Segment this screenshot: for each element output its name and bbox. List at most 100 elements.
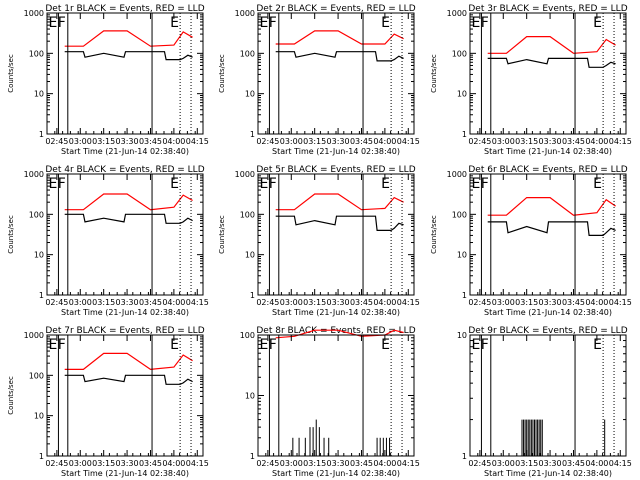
- y-tick-label: 10: [34, 412, 44, 421]
- x-tick-label: 04:15: [186, 459, 209, 468]
- x-tick-label: 03:45: [139, 137, 162, 146]
- lld-rate-line: [275, 193, 404, 211]
- y-tick-label: 1: [39, 130, 44, 139]
- y-tick-label: 1000: [447, 9, 467, 18]
- marker-label: E: [593, 337, 602, 353]
- x-axis-label: Start Time (21-Jun-14 02:38:40): [61, 308, 189, 317]
- y-axis-label: Counts/sec: [430, 215, 438, 254]
- x-tick-label: 03:00: [280, 137, 303, 146]
- marker-label: E: [48, 15, 57, 31]
- y-tick-label: 1000: [24, 331, 44, 340]
- x-tick-label: 02:45: [256, 459, 279, 468]
- marker-label: E: [48, 176, 57, 192]
- y-axis-label: Counts/sec: [7, 54, 15, 93]
- y-tick-label: 100: [29, 371, 44, 380]
- x-tick-label: 03:15: [515, 137, 538, 146]
- x-tick-label: 03:30: [327, 298, 350, 307]
- y-tick-label: 1000: [447, 170, 467, 179]
- lld-rate-line: [487, 197, 616, 216]
- marker-label: E: [170, 15, 179, 31]
- y-tick-label: 10: [245, 392, 255, 401]
- plot-title: Det 4r BLACK = Events, RED = LLD: [45, 165, 204, 175]
- marker-label: E: [471, 176, 480, 192]
- lld-rate-line: [64, 193, 193, 211]
- y-tick-label: 1: [250, 452, 255, 461]
- x-tick-label: 04:15: [609, 459, 632, 468]
- x-tick-label: 04:00: [585, 459, 608, 468]
- x-tick-label: 04:00: [162, 137, 185, 146]
- lld-rate-line: [275, 30, 404, 45]
- x-tick-label: 03:15: [303, 137, 326, 146]
- x-tick-label: 03:45: [350, 459, 373, 468]
- x-tick-label: 02:45: [45, 459, 68, 468]
- lld-rate-line: [487, 35, 616, 54]
- x-tick-label: 04:00: [585, 137, 608, 146]
- plot-frame: [469, 12, 627, 135]
- plot-title: Det 5r BLACK = Events, RED = LLD: [256, 165, 415, 175]
- y-tick-label: 1: [462, 291, 467, 300]
- marker-label: E: [381, 176, 390, 192]
- plot-title: Det 9r BLACK = Events, RED = LLD: [468, 326, 627, 336]
- plot-title: Det 8r BLACK = Events, RED = LLD: [256, 326, 415, 336]
- marker-label: F: [269, 337, 277, 353]
- x-tick-label: 03:15: [92, 298, 115, 307]
- event-rate-line: [64, 213, 193, 224]
- x-tick-label: 04:15: [609, 298, 632, 307]
- x-axis-label: Start Time (21-Jun-14 02:38:40): [61, 469, 189, 478]
- marker-label: E: [170, 176, 179, 192]
- y-axis-label: Counts/sec: [7, 215, 15, 254]
- marker-label: F: [58, 15, 66, 31]
- event-rate-line: [64, 51, 193, 61]
- x-tick-label: 02:45: [468, 459, 491, 468]
- x-tick-label: 03:00: [492, 298, 515, 307]
- y-axis-label: Counts/sec: [218, 215, 226, 254]
- x-axis-label: Start Time (21-Jun-14 02:38:40): [61, 147, 189, 156]
- plot-frame: [257, 173, 415, 296]
- y-tick-label: 1: [462, 130, 467, 139]
- x-tick-label: 04:15: [397, 459, 420, 468]
- x-tick-label: 03:00: [69, 137, 92, 146]
- plot-title: Det 1r BLACK = Events, RED = LLD: [45, 4, 204, 14]
- x-tick-label: 03:00: [492, 459, 515, 468]
- x-tick-label: 03:00: [69, 459, 92, 468]
- x-tick-label: 03:30: [539, 137, 562, 146]
- x-tick-label: 03:30: [539, 459, 562, 468]
- x-tick-label: 03:00: [69, 298, 92, 307]
- marker-label: E: [259, 15, 268, 31]
- y-tick-label: 100: [240, 49, 255, 58]
- x-tick-label: 03:15: [515, 298, 538, 307]
- y-tick-label: 1000: [24, 170, 44, 179]
- x-tick-label: 04:00: [585, 298, 608, 307]
- x-axis-label: Start Time (21-Jun-14 02:38:40): [484, 469, 612, 478]
- x-tick-label: 03:45: [562, 459, 585, 468]
- marker-label: F: [481, 15, 489, 31]
- y-tick-label: 100: [452, 49, 467, 58]
- y-tick-label: 10: [245, 90, 255, 99]
- x-tick-label: 03:00: [492, 137, 515, 146]
- marker-label: E: [259, 176, 268, 192]
- y-tick-label: 1: [250, 130, 255, 139]
- x-tick-label: 04:00: [373, 298, 396, 307]
- x-tick-label: 03:45: [139, 459, 162, 468]
- x-tick-label: 04:00: [373, 459, 396, 468]
- x-tick-label: 02:45: [45, 298, 68, 307]
- x-axis-label: Start Time (21-Jun-14 02:38:40): [484, 147, 612, 156]
- x-tick-label: 03:45: [350, 137, 373, 146]
- x-tick-label: 03:30: [116, 459, 139, 468]
- marker-label: E: [259, 337, 268, 353]
- lld-rate-line: [64, 30, 193, 47]
- y-tick-label: 100: [29, 49, 44, 58]
- x-tick-label: 02:45: [45, 137, 68, 146]
- y-tick-label: 10: [245, 251, 255, 260]
- plot-title: Det 2r BLACK = Events, RED = LLD: [256, 4, 415, 14]
- x-tick-label: 02:45: [468, 137, 491, 146]
- x-tick-label: 03:45: [562, 137, 585, 146]
- x-axis-label: Start Time (21-Jun-14 02:38:40): [272, 308, 400, 317]
- x-tick-label: 04:00: [162, 459, 185, 468]
